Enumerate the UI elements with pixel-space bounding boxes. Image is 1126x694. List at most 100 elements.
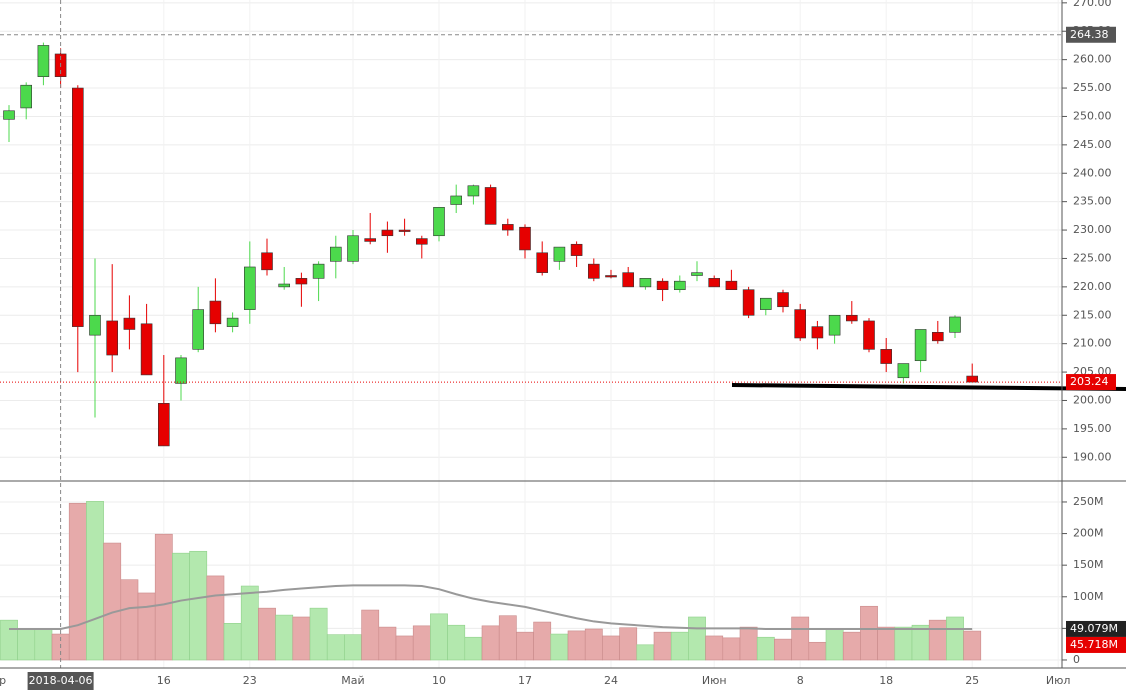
volume-last-box — [1066, 636, 1126, 653]
candle-body — [536, 252, 549, 273]
x-tick-label: Июн — [702, 674, 727, 687]
volume-bar — [877, 626, 896, 661]
volume-bar — [808, 641, 827, 661]
volume-bar — [447, 624, 466, 661]
volume-bar — [516, 631, 534, 661]
volume-bar — [120, 579, 139, 661]
volume-bar — [412, 625, 431, 661]
volume-bar — [705, 635, 724, 661]
candle-body — [759, 297, 772, 310]
candle-body — [123, 317, 136, 330]
volume-bar — [584, 628, 603, 661]
candle-body — [261, 252, 273, 271]
volume-bar — [292, 616, 311, 661]
y-tick-label: 240.00 — [1073, 166, 1112, 179]
volume-bar — [567, 630, 586, 661]
candle-body — [570, 243, 583, 256]
volume-bar — [911, 624, 930, 661]
volume-bar — [189, 550, 208, 661]
volume-bar — [430, 613, 448, 661]
candle-body — [20, 84, 33, 109]
candle-body — [140, 323, 153, 376]
x-tick-label: 24 — [604, 674, 618, 687]
candle-body — [106, 320, 118, 356]
volume-ma-label: 49.079M — [1070, 622, 1118, 635]
last-price-label: 203.24 — [1070, 375, 1109, 388]
candle-body — [605, 275, 617, 278]
volume-bar — [498, 615, 517, 661]
candle-body — [897, 363, 910, 379]
candle-body — [37, 45, 50, 77]
candle-body — [931, 332, 944, 342]
candle-body — [381, 229, 394, 237]
price-pane — [0, 0, 1062, 668]
candle-body — [553, 246, 566, 262]
candle-body — [811, 326, 824, 339]
candle-body — [914, 329, 927, 362]
volume-bar — [774, 638, 792, 661]
volume-bar — [68, 502, 87, 661]
volume-bar — [103, 542, 122, 661]
candle-body — [639, 278, 652, 288]
volume-ma-box — [1066, 620, 1126, 637]
y-tick-label: 260.00 — [1073, 53, 1112, 66]
y-tick-label: 250.00 — [1073, 109, 1112, 122]
volume-bar — [172, 552, 190, 661]
candle-body — [656, 280, 669, 291]
volume-bar — [722, 637, 741, 661]
candle-body — [364, 238, 377, 242]
crosshair-price-box — [1066, 26, 1116, 43]
candle-body — [828, 314, 841, 336]
volume-bar — [258, 607, 276, 661]
x-tick-label: 23 — [243, 674, 257, 687]
volume-bar — [361, 609, 380, 661]
volume-bar — [206, 575, 225, 661]
candle-body — [347, 235, 359, 262]
trend-line-drawing — [731, 383, 1126, 391]
volume-ma-line — [9, 584, 973, 631]
volume-bar — [275, 614, 294, 661]
volume-bar — [619, 627, 638, 661]
volume-bar — [378, 626, 397, 661]
volume-bar — [344, 634, 362, 661]
volume-bar — [756, 636, 775, 661]
candle-body — [484, 187, 497, 225]
x-tick-label: 18 — [879, 674, 893, 687]
volume-bar — [791, 616, 810, 661]
candle-body — [398, 229, 411, 232]
volume-last-label: 45.718M — [1070, 638, 1118, 651]
x-tick-label: Май — [341, 674, 364, 687]
candle-body — [329, 246, 342, 262]
candle-body — [89, 314, 101, 336]
volume-bar — [636, 644, 655, 661]
candle-body — [863, 320, 875, 350]
volume-bar — [550, 633, 569, 661]
volume-bar — [240, 585, 259, 661]
x-tick-label: Апр — [0, 674, 6, 687]
candle-body — [777, 292, 789, 308]
y-tick-label: 235.00 — [1073, 195, 1112, 208]
volume-bar — [34, 628, 53, 661]
y-tick-label: 200M — [1073, 527, 1104, 540]
candle-body — [72, 87, 84, 327]
y-tick-label: 0 — [1073, 653, 1080, 666]
candle-body — [467, 185, 480, 197]
volume-bar — [481, 625, 500, 661]
candle-body — [192, 309, 204, 350]
y-tick-label: 250M — [1073, 495, 1104, 508]
volume-bar — [688, 616, 706, 661]
candle-body — [312, 263, 325, 279]
x-tick-label: 17 — [518, 674, 532, 687]
volume-bar — [464, 636, 483, 661]
candle-body — [794, 309, 807, 339]
candle-body — [3, 110, 15, 120]
x-tick-label: 10 — [432, 674, 446, 687]
candle-body — [226, 317, 239, 327]
volume-bar — [928, 619, 947, 661]
volume-bar — [894, 626, 913, 661]
y-tick-label: 270.00 — [1073, 0, 1112, 9]
y-tick-label: 150M — [1073, 558, 1104, 571]
volume-bar — [17, 628, 36, 661]
candle-body — [966, 375, 979, 383]
